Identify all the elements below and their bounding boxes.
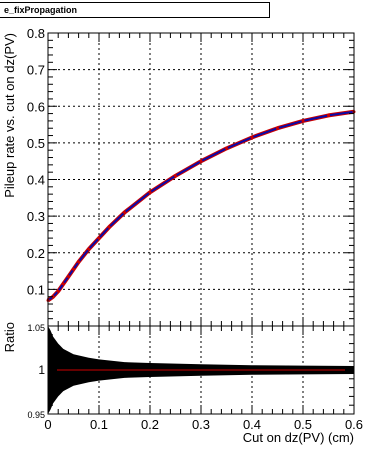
data-point <box>148 190 152 194</box>
x-tick-label: 0.4 <box>243 417 261 432</box>
data-point <box>199 159 203 163</box>
top-y-tick-label: 0.5 <box>27 136 45 151</box>
bottom-panel-data <box>48 326 354 414</box>
x-tick-label: 0 <box>44 417 51 432</box>
data-point <box>174 174 177 178</box>
data-point <box>327 113 330 117</box>
legend-label: e_fixPropagation <box>4 5 78 15</box>
data-point <box>123 210 126 214</box>
x-axis-label: Cut on dz(PV) (cm) <box>243 430 354 445</box>
data-point <box>250 135 254 139</box>
top-panel-grid <box>48 32 354 326</box>
data-point <box>225 146 228 150</box>
series-markers <box>46 109 355 303</box>
x-tick-label: 0.1 <box>90 417 108 432</box>
top-y-tick-label: 0.3 <box>27 209 45 224</box>
bottom-y-axis-label: Ratio <box>2 322 17 352</box>
top-y-tick-label: 0.1 <box>27 282 45 297</box>
bottom-y-tick-label: 1 <box>38 363 45 377</box>
data-point <box>301 119 305 123</box>
data-point <box>51 295 55 299</box>
x-tick-label: 0.6 <box>345 417 363 432</box>
data-point <box>107 225 111 229</box>
data-point <box>56 289 60 293</box>
bottom-y-tick-label: 1.05 <box>27 323 45 333</box>
data-point <box>97 236 101 240</box>
x-tick-label: 0.5 <box>294 417 312 432</box>
legend-box: e_fixPropagation <box>0 2 270 18</box>
top-panel-data <box>46 109 356 303</box>
top-y-axis-label: Pileup rate vs. cut on dz(PV) <box>2 33 17 198</box>
top-y-tick-label: 0.8 <box>27 26 45 41</box>
data-point <box>77 260 81 264</box>
x-tick-label: 0.3 <box>192 417 210 432</box>
x-tick-label: 0.2 <box>141 417 159 432</box>
data-point <box>61 282 65 286</box>
top-y-tick-label: 0.7 <box>27 63 45 78</box>
top-panel-ticks: 0.1 0.2 0.3 0.4 0.5 0.6 0.7 0.8 <box>27 26 355 327</box>
data-point <box>87 247 91 251</box>
series-line <box>47 110 355 302</box>
top-y-tick-label: 0.4 <box>27 173 45 188</box>
bottom-y-tick-label: 0.95 <box>27 410 45 420</box>
top-y-tick-label: 0.6 <box>27 99 45 114</box>
top-y-tick-label: 0.2 <box>27 246 45 261</box>
data-point <box>66 275 70 279</box>
data-point <box>276 126 279 130</box>
bottom-panel-ticks: 0.95 1 1.05 0 0.1 0.2 0.3 0.4 0.5 0.6 <box>27 323 363 432</box>
data-point <box>72 267 75 271</box>
